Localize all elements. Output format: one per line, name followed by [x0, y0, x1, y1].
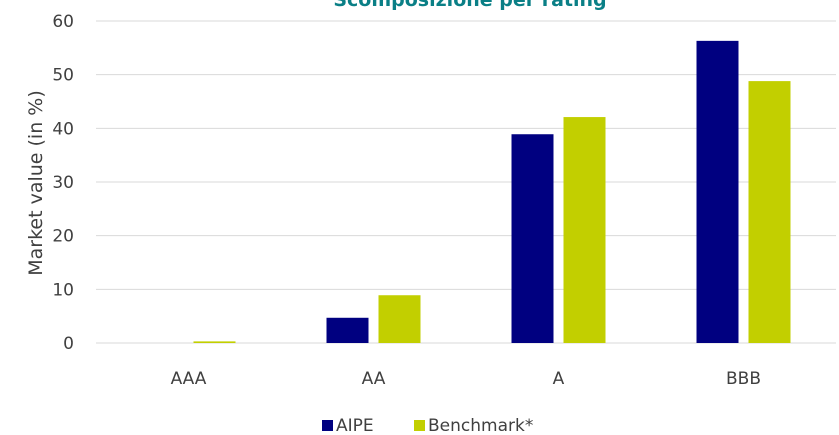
y-axis-ticks: 0 10 20 30 40 50 60 [52, 12, 74, 354]
gridlines [96, 20, 836, 344]
y-tick-label: 40 [52, 119, 74, 139]
y-tick-label: 20 [52, 227, 74, 247]
x-tick-label: AA [362, 369, 386, 389]
y-tick-label: 30 [52, 173, 74, 193]
y-tick-label: 10 [52, 280, 74, 300]
y-tick-label: 0 [63, 334, 74, 354]
legend-label: AIPE [336, 416, 374, 435]
bar-benchmark-aaa [193, 341, 236, 343]
bar-benchmark-bbb [748, 81, 791, 344]
x-tick-label: AAA [171, 369, 207, 389]
x-axis-ticks: AAA AA A BBB [171, 369, 761, 389]
y-axis-label: Market value (in %) [25, 90, 47, 276]
legend-swatch [414, 420, 425, 431]
x-tick-label: A [553, 369, 565, 389]
legend-label: Benchmark* [428, 416, 533, 435]
bar-aipe-aa [326, 317, 369, 343]
y-tick-label: 60 [52, 12, 74, 32]
legend: AIPE Benchmark* [322, 416, 533, 435]
x-tick-label: BBB [726, 369, 761, 389]
bars [193, 40, 791, 344]
chart-title: Scomposizione per rating [333, 0, 606, 11]
bar-benchmark-a [563, 117, 606, 344]
y-tick-label: 50 [52, 66, 74, 86]
bar-aipe-a [511, 134, 554, 343]
bar-aipe-bbb [696, 40, 739, 344]
bar-benchmark-aa [378, 295, 421, 343]
legend-swatch [322, 420, 333, 431]
